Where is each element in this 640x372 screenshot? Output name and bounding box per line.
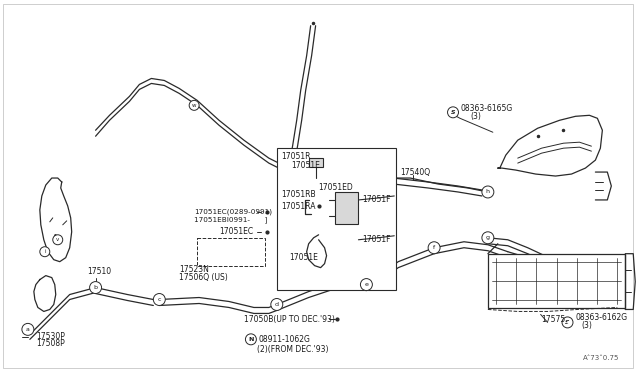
Text: h: h [486,189,490,195]
Circle shape [52,235,63,245]
Text: d: d [275,302,279,307]
Circle shape [447,107,458,118]
Text: 17051E: 17051E [291,161,319,170]
Text: 17051F: 17051F [362,235,391,244]
Bar [488,254,625,308]
Text: 17051RB: 17051RB [281,190,316,199]
Text: S: S [451,110,455,115]
Text: (2)(FROM DEC.'93): (2)(FROM DEC.'93) [257,345,328,354]
Text: 17051R: 17051R [281,152,310,161]
Text: 17051E: 17051E [289,253,317,262]
Circle shape [482,232,494,244]
Circle shape [482,186,494,198]
Circle shape [22,323,34,335]
Text: c: c [157,297,161,302]
Text: 17051EC: 17051EC [219,227,253,236]
Circle shape [360,279,372,291]
Circle shape [271,298,283,311]
Circle shape [428,242,440,254]
Circle shape [40,247,50,257]
Text: 08363-6165G: 08363-6165G [461,104,513,113]
Text: 17540Q: 17540Q [400,167,430,177]
Text: 17051ED: 17051ED [319,183,353,192]
Text: 17575: 17575 [541,315,566,324]
Text: f: f [433,245,435,250]
Text: Aˆ73ˆ0.75: Aˆ73ˆ0.75 [583,355,620,361]
Text: N: N [248,337,253,342]
Text: 17051F: 17051F [362,195,391,205]
Text: 17051EBI0991-  ]: 17051EBI0991- ] [194,217,268,223]
Text: 17506Q (US): 17506Q (US) [179,273,228,282]
Text: b: b [93,285,97,290]
Circle shape [245,334,257,345]
Text: 17523N: 17523N [179,265,209,274]
Text: v: v [56,237,60,242]
Text: i: i [44,249,45,254]
Bar [276,148,396,289]
Text: 17050B(UP TO DEC.'93): 17050B(UP TO DEC.'93) [244,315,335,324]
Bar [197,238,265,266]
Text: 17530P: 17530P [36,332,65,341]
Text: g: g [486,235,490,240]
Circle shape [154,294,165,305]
Text: 08911-1062G: 08911-1062G [259,335,311,344]
Text: e: e [364,282,369,287]
Text: a: a [26,327,30,332]
Text: 08363-6162G: 08363-6162G [575,313,628,322]
Text: (3): (3) [470,112,481,121]
Text: w: w [192,103,196,108]
Bar [335,192,358,224]
Text: (3): (3) [582,321,593,330]
Circle shape [90,282,102,294]
Circle shape [562,317,573,328]
Text: 17051EC(0289-0991): 17051EC(0289-0991) [194,209,272,215]
Bar [308,158,323,167]
Text: 17051RA: 17051RA [281,202,316,211]
Text: 17508P: 17508P [36,339,65,348]
Text: S: S [565,320,570,325]
Text: 17510: 17510 [88,267,112,276]
Circle shape [189,100,199,110]
